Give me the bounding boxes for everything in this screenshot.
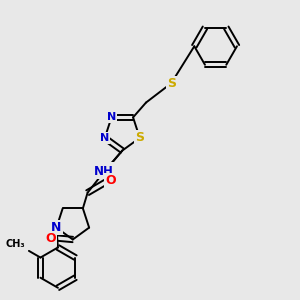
Text: NH: NH [94,165,114,178]
Text: N: N [51,221,62,234]
Text: O: O [105,174,116,187]
Text: N: N [107,112,116,122]
Text: S: S [135,131,144,144]
Text: H: H [100,164,110,176]
Text: CH₃: CH₃ [6,239,26,249]
Text: N: N [100,133,110,143]
Text: O: O [45,232,56,244]
Text: S: S [167,77,176,90]
Text: NH: NH [96,164,116,176]
